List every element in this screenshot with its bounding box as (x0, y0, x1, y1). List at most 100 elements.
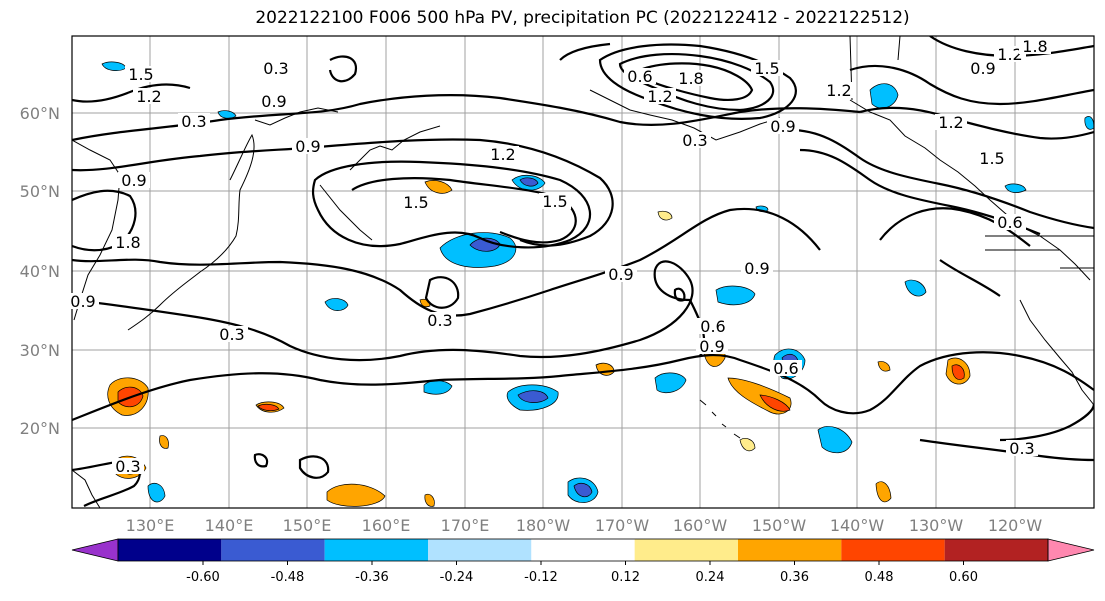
latitude-axis-labels: 60°N 50°N 40°N 30°N 20°N (20, 104, 60, 438)
longitude-label: 150°E (283, 516, 332, 535)
contour-label: 1.5 (128, 65, 153, 84)
contour-label: 1.2 (490, 145, 515, 164)
negative-precip-region (101, 61, 1094, 503)
longitude-label: 130°E (126, 516, 175, 535)
colorbar-tick-label: 0.60 (949, 570, 978, 585)
contour-label: 1.5 (542, 192, 567, 211)
longitude-label: 180°W (516, 516, 571, 535)
contour-label-background (487, 146, 519, 162)
longitude-label: 150°W (752, 516, 807, 535)
colorbar-segment (841, 539, 945, 561)
colorbar-tick-label: 0.12 (611, 570, 640, 585)
contour-label: 0.3 (1009, 439, 1034, 458)
latitude-label: 40°N (20, 262, 60, 281)
coastlines (72, 36, 1094, 508)
contour-label-background (624, 68, 656, 84)
colorbar-segment (531, 539, 635, 561)
colorbar-tick-label: -0.60 (186, 570, 220, 585)
precip-anomaly-shading (101, 61, 1094, 507)
colorbar-upper-extension (1047, 538, 1095, 562)
contour-label: 0.3 (682, 131, 707, 150)
contour-label-background (112, 458, 144, 474)
colorbar-tick-label: 0.24 (696, 570, 725, 585)
colorbar-tick-label: -0.48 (271, 570, 305, 585)
longitude-label: 160°E (362, 516, 411, 535)
contour-label-background (539, 193, 571, 209)
contour-label-background (967, 60, 999, 76)
colorbar-tick-label: 0.48 (865, 570, 894, 585)
contour-label-background (424, 312, 456, 328)
contour-label-background (400, 194, 432, 210)
contour-label-background (67, 293, 99, 309)
contour-label: 1.2 (938, 113, 963, 132)
contour-label-background (258, 93, 290, 109)
contour-label: 0.9 (744, 259, 769, 278)
contour-label: 0.6 (627, 67, 652, 86)
longitude-label: 120°W (988, 516, 1043, 535)
contour-label-background (178, 113, 210, 129)
contour-label-background (118, 172, 150, 188)
contour-label: 1.2 (997, 45, 1022, 64)
contour-label-background (976, 150, 1008, 166)
contour-label: 1.2 (647, 87, 672, 106)
contour-label: 0.9 (121, 171, 146, 190)
colorbar-segment (738, 539, 842, 561)
contour-label: 0.9 (70, 292, 95, 311)
contour-label-background (1019, 38, 1051, 54)
colorbar-tick-label: -0.24 (440, 570, 474, 585)
contour-label: 1.5 (754, 59, 779, 78)
contour-label: 0.6 (997, 213, 1022, 232)
contour-label-background (767, 118, 799, 134)
colorbar-tick-label: -0.36 (355, 570, 389, 585)
contour-label-background (1006, 440, 1038, 456)
contour-label: 0.6 (700, 317, 725, 336)
contour-label: 0.3 (181, 112, 206, 131)
colorbar-frame (117, 538, 1049, 562)
contour-label: 1.5 (979, 149, 1004, 168)
contour-label-background (216, 326, 248, 342)
contour-label: 1.8 (678, 69, 703, 88)
contour-label-background (125, 66, 157, 82)
contour-label-background (675, 70, 707, 86)
colorbar-tick-label: -0.12 (524, 570, 558, 585)
colorbar-tick-label: 0.36 (780, 570, 809, 585)
colorbar-segment (944, 539, 1048, 561)
longitude-axis-labels: 130°E 140°E 150°E 160°E 170°E 180°W 170°W 160°W… (126, 516, 1043, 535)
contour-label: 1.5 (403, 193, 428, 212)
contour-label-background (112, 234, 144, 250)
longitude-label: 140°E (205, 516, 254, 535)
contour-label: 0.9 (970, 59, 995, 78)
contour-label: 1.8 (1022, 37, 1047, 56)
longitude-label: 130°W (909, 516, 964, 535)
contour-label: 0.9 (770, 117, 795, 136)
pv-contours (72, 36, 1094, 507)
map-title: 2022122100 F006 500 hPa PV, precipitatio… (255, 8, 910, 28)
longitude-label: 140°W (830, 516, 885, 535)
contour-label: 1.2 (136, 87, 161, 106)
contour-label-background (260, 60, 292, 76)
contour-label-background (679, 132, 711, 148)
contour-label: 0.3 (219, 325, 244, 344)
colorbar-segment (221, 539, 325, 561)
colorbar-lower-extension (71, 538, 119, 562)
contour-label: 0.3 (263, 59, 288, 78)
contour-label-background (605, 266, 637, 282)
contour-label-background (823, 82, 855, 98)
contour-label-background (133, 88, 165, 104)
contour-label-background (751, 60, 783, 76)
plot-frame (71, 35, 1095, 509)
contour-label-background (994, 214, 1026, 230)
contour-label: 0.3 (427, 311, 452, 330)
contour-label: 0.9 (261, 92, 286, 111)
latitude-label: 20°N (20, 419, 60, 438)
contour-label-background (696, 338, 728, 354)
colorbar-segment (634, 539, 738, 561)
colorbar-segment (428, 539, 532, 561)
contour-label-background (697, 318, 729, 334)
contour-label: 0.9 (699, 337, 724, 356)
contour-label: 0.9 (295, 137, 320, 156)
latitude-label: 60°N (20, 104, 60, 123)
contour-label-background (994, 46, 1026, 62)
longitude-label: 160°W (673, 516, 728, 535)
